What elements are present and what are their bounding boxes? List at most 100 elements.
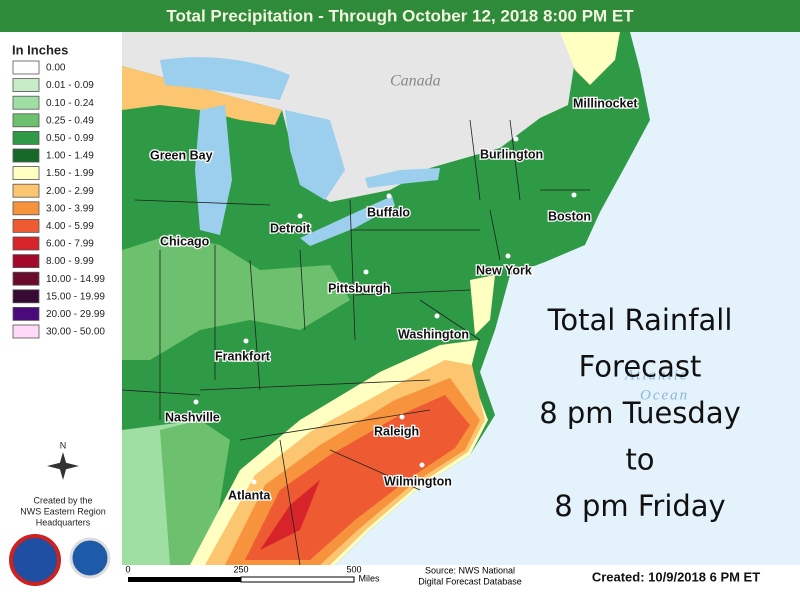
city-label: Pittsburgh xyxy=(328,281,391,295)
city-dot xyxy=(419,462,425,468)
city-label: Chicago xyxy=(160,234,210,248)
state-borders xyxy=(121,119,590,566)
source: Digital Forecast Database xyxy=(418,576,522,586)
city-label: Burlington xyxy=(480,147,543,161)
legend-label: 0.10 - 0.24 xyxy=(46,98,94,109)
city-label: Frankfort xyxy=(215,349,271,363)
city-dot xyxy=(434,313,440,319)
legend-swatch xyxy=(12,130,40,145)
legend-label: 1.00 - 1.49 xyxy=(46,151,94,162)
legend-swatch xyxy=(12,324,40,339)
city-label: Boston xyxy=(548,209,591,223)
city-dot xyxy=(363,269,369,275)
legend-label: 0.01 - 0.09 xyxy=(46,80,94,91)
scale-tick: 0 xyxy=(125,564,130,574)
legend-label: 8.00 - 9.99 xyxy=(46,256,94,267)
overlay-line: Total Rainfall xyxy=(547,303,733,337)
region-label: Canada xyxy=(390,73,441,90)
scale-tick: 500 xyxy=(346,564,361,574)
legend-swatch xyxy=(12,60,40,75)
region-label: Atlantic xyxy=(624,367,689,383)
compass-rose xyxy=(47,452,79,480)
cities: Green Bay Chicago Detroit Buffalo Burlin… xyxy=(149,95,640,504)
precip-area xyxy=(122,66,282,125)
legend-swatch xyxy=(12,95,40,110)
ocean xyxy=(335,32,800,565)
overlay-line: 8 pm Friday xyxy=(554,489,725,523)
legend: In Inches 0.00 0.01 - 0.09 0.10 - 0.24 0.25… xyxy=(12,42,105,339)
city-label: Buffalo xyxy=(367,205,410,219)
legend-swatch xyxy=(12,254,40,269)
scale-bar: 0 250 500 Miles xyxy=(125,564,380,583)
city-label: New York xyxy=(476,263,532,277)
source: Source: NWS National xyxy=(425,565,515,575)
legend-swatch xyxy=(12,78,40,92)
legend-swatch xyxy=(12,218,40,233)
lake xyxy=(300,196,395,246)
legend-label: 1.50 - 1.99 xyxy=(46,168,94,179)
credit: Headquarters xyxy=(36,517,91,527)
title: Total Precipitation - Through October 12… xyxy=(166,6,634,25)
city-label: Wilmington xyxy=(384,474,452,488)
scale-tick: 250 xyxy=(233,564,248,574)
credit: Created by the xyxy=(33,495,92,505)
city-dot xyxy=(399,414,405,420)
legend-swatch xyxy=(12,201,40,216)
legend-label: 20.00 - 29.99 xyxy=(46,309,105,320)
legend-label: 0.00 xyxy=(46,63,66,74)
region-label: Ocean xyxy=(640,387,689,403)
legend-label: 2.00 - 2.99 xyxy=(46,186,94,197)
legend-swatch xyxy=(12,113,40,128)
lake xyxy=(365,168,440,188)
city-label: Washington xyxy=(398,327,469,341)
legend-label: 15.00 - 19.99 xyxy=(46,291,105,302)
city-label: Detroit xyxy=(270,221,311,235)
legend-label: 4.00 - 5.99 xyxy=(46,221,94,232)
legend-label: 10.00 - 14.99 xyxy=(46,274,105,285)
credit: NWS Eastern Region xyxy=(20,506,106,516)
city-dot xyxy=(505,253,511,259)
legend-swatch xyxy=(12,236,40,251)
city-dot xyxy=(513,136,519,142)
city-label: Atlanta xyxy=(228,488,271,502)
overlay-line: Forecast xyxy=(579,350,702,384)
city-dot xyxy=(243,338,249,344)
legend-swatch xyxy=(12,183,40,198)
city-label: Millinocket xyxy=(573,96,638,110)
created-date: Created: 10/9/2018 6 PM ET xyxy=(592,569,760,584)
city-dot xyxy=(297,213,303,219)
lake xyxy=(285,110,345,200)
scale-unit: Miles xyxy=(358,573,380,583)
precip-area xyxy=(470,275,495,335)
overlay-line: to xyxy=(625,443,654,477)
city-label: Raleigh xyxy=(374,424,419,438)
compass: N xyxy=(47,440,79,480)
legend-swatch xyxy=(12,289,40,304)
legend-swatch xyxy=(12,166,40,181)
overlay-text: Total Rainfall Forecast 8 pm Tuesday to 8 pm… xyxy=(539,303,741,523)
legend-label: 3.00 - 3.99 xyxy=(46,203,94,214)
lake xyxy=(160,57,290,100)
city-label: Nashville xyxy=(165,410,220,424)
city-dot xyxy=(571,192,577,198)
legend-label: 0.50 - 0.99 xyxy=(46,133,94,144)
city-dot xyxy=(193,399,199,405)
city-dot xyxy=(251,479,257,485)
overlay-line: 8 pm Tuesday xyxy=(539,396,741,430)
map: Green Bay Chicago Detroit Buffalo Burlin… xyxy=(121,32,800,566)
legend-swatch xyxy=(12,306,40,321)
city-label: Green Bay xyxy=(150,148,213,162)
city-dot xyxy=(386,193,392,199)
precip-area xyxy=(122,235,350,360)
city-dot xyxy=(631,100,637,106)
nws-logo xyxy=(9,534,61,586)
legend-label: 0.25 - 0.49 xyxy=(46,115,94,126)
legend-swatch xyxy=(12,271,40,286)
legend-label: 30.00 - 50.00 xyxy=(46,327,105,338)
title-bar xyxy=(0,0,800,32)
scale-segment xyxy=(240,576,355,583)
legend-title: In Inches xyxy=(12,42,68,57)
precip-area xyxy=(560,32,620,85)
legend-label: 6.00 - 7.99 xyxy=(46,239,94,250)
